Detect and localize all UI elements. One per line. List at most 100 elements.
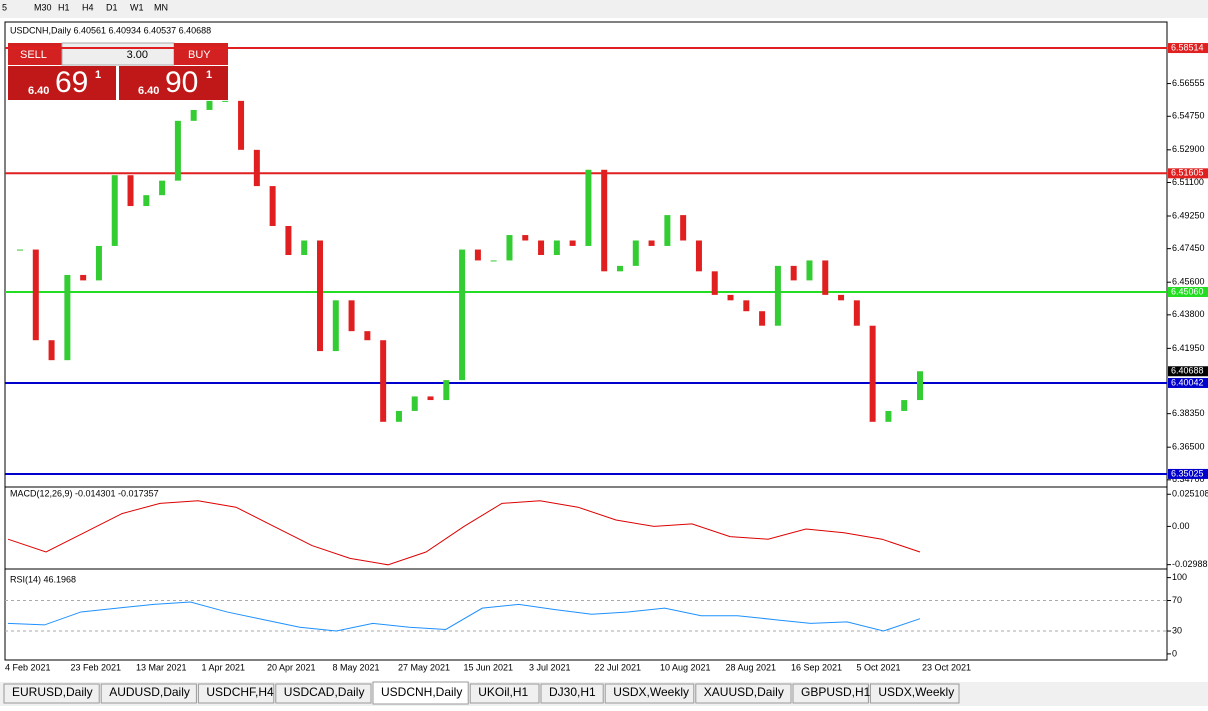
candle bbox=[806, 260, 813, 281]
macd-title: MACD(12,26,9) -0.014301 -0.017357 bbox=[10, 488, 159, 498]
candle bbox=[332, 300, 339, 352]
candle bbox=[64, 274, 71, 361]
chart-tab[interactable] bbox=[469, 683, 540, 704]
candle bbox=[617, 265, 623, 272]
y-tick-label: 100 bbox=[1172, 572, 1187, 582]
candle bbox=[32, 249, 39, 341]
candle bbox=[317, 240, 323, 352]
chart-tab-label[interactable]: USDX,Weekly bbox=[613, 685, 689, 699]
chart-tab-label[interactable]: USDCNH,Daily bbox=[381, 685, 462, 699]
level-tag bbox=[1168, 468, 1208, 479]
timeframe-button[interactable]: H1 bbox=[58, 2, 70, 12]
candle bbox=[443, 380, 450, 401]
timeframe-button[interactable]: 5 bbox=[2, 2, 7, 12]
bid-frac: 1 bbox=[95, 69, 101, 81]
candle bbox=[348, 300, 355, 332]
level-label: 6.45060 bbox=[1171, 286, 1204, 296]
y-tick-label: 0.00 bbox=[1172, 521, 1190, 531]
timeframe-button[interactable]: W1 bbox=[130, 2, 144, 12]
candle bbox=[917, 371, 923, 401]
timeframe-button[interactable]: D1 bbox=[106, 2, 118, 12]
chart-tab-label[interactable]: DJ30,H1 bbox=[549, 685, 596, 699]
candle bbox=[190, 109, 197, 121]
candle bbox=[601, 169, 608, 272]
candle bbox=[48, 340, 55, 361]
x-tick-label: 20 Apr 2021 bbox=[267, 662, 316, 672]
y-tick-label: 6.52900 bbox=[1172, 144, 1205, 154]
candle bbox=[853, 300, 860, 326]
rsi-title: RSI(14) 46.1968 bbox=[10, 574, 76, 584]
candle bbox=[506, 235, 513, 261]
timeframe-button[interactable]: H4 bbox=[82, 2, 94, 12]
x-tick-label: 13 Mar 2021 bbox=[136, 662, 187, 672]
chart-tab[interactable] bbox=[540, 683, 604, 704]
x-tick-label: 3 Jul 2021 bbox=[529, 662, 571, 672]
indicator-line bbox=[7, 601, 921, 632]
chart-tab[interactable] bbox=[197, 683, 275, 704]
buy-label[interactable]: BUY bbox=[188, 49, 211, 61]
candle bbox=[411, 396, 418, 411]
candle bbox=[648, 240, 655, 246]
candle bbox=[159, 180, 166, 196]
y-tick-label: 6.41950 bbox=[1172, 343, 1205, 353]
chart-tab[interactable] bbox=[695, 683, 792, 704]
chart-tab-label[interactable]: USDCAD,Daily bbox=[284, 685, 365, 699]
candle bbox=[727, 294, 734, 301]
candle bbox=[80, 274, 87, 281]
chart-tab[interactable] bbox=[3, 683, 100, 704]
level-tag bbox=[1168, 43, 1208, 54]
y-tick-label: 6.56555 bbox=[1172, 78, 1205, 88]
candle bbox=[569, 240, 576, 246]
candle bbox=[395, 410, 402, 422]
candle bbox=[143, 195, 150, 207]
timeframe-button[interactable]: M30 bbox=[34, 2, 52, 12]
chart-tab-label[interactable]: GBPUSD,H1 bbox=[801, 685, 871, 699]
chart-tab[interactable] bbox=[604, 683, 695, 704]
chart-tab[interactable] bbox=[372, 681, 469, 705]
chart-tab-label[interactable]: EURUSD,Daily bbox=[12, 685, 93, 699]
y-tick-label: 0 bbox=[1172, 648, 1177, 658]
candle bbox=[285, 225, 292, 255]
last-price-tag bbox=[1168, 366, 1208, 377]
chart-tab[interactable] bbox=[100, 683, 197, 704]
y-tick-label: 70 bbox=[1172, 595, 1182, 605]
candle bbox=[680, 215, 687, 241]
candle bbox=[869, 325, 876, 422]
y-tick-label: 30 bbox=[1172, 625, 1182, 635]
candle bbox=[474, 249, 481, 261]
lot-size[interactable]: 3.00 bbox=[127, 49, 148, 61]
toolbar bbox=[0, 0, 1208, 18]
candle bbox=[901, 400, 908, 411]
chart-tab[interactable] bbox=[869, 683, 960, 704]
candle bbox=[790, 265, 797, 281]
candle bbox=[490, 260, 497, 262]
candle bbox=[380, 340, 387, 422]
candle bbox=[459, 249, 466, 381]
sell-label[interactable]: SELL bbox=[20, 49, 47, 61]
y-tick-label: -0.02988 bbox=[1172, 559, 1208, 569]
chart-tab-label[interactable]: USDX,Weekly bbox=[878, 685, 954, 699]
candle bbox=[301, 240, 308, 255]
y-tick-label: 6.36500 bbox=[1172, 442, 1205, 452]
chart-tab[interactable] bbox=[792, 683, 869, 704]
y-tick-label: 6.43800 bbox=[1172, 309, 1205, 319]
candle bbox=[585, 169, 592, 246]
timeframe-button[interactable]: MN bbox=[154, 2, 168, 12]
chart-tab-label[interactable]: UKOil,H1 bbox=[478, 685, 528, 699]
chart-tab-label[interactable]: USDCHF,H4 bbox=[206, 685, 274, 699]
candle bbox=[95, 245, 102, 281]
candle bbox=[17, 249, 23, 251]
x-tick-label: 27 May 2021 bbox=[398, 662, 450, 672]
candle bbox=[269, 186, 276, 226]
candle bbox=[664, 215, 671, 246]
chart-tab-label[interactable]: AUDUSD,Daily bbox=[109, 685, 190, 699]
chart-frame bbox=[4, 21, 1168, 661]
candle bbox=[238, 100, 245, 150]
chart-tab[interactable] bbox=[275, 683, 372, 704]
candle bbox=[127, 175, 134, 207]
level-label: 6.40042 bbox=[1171, 377, 1204, 387]
x-tick-label: 1 Apr 2021 bbox=[202, 662, 246, 672]
chart-tab-label[interactable]: XAUUSD,Daily bbox=[704, 685, 784, 699]
